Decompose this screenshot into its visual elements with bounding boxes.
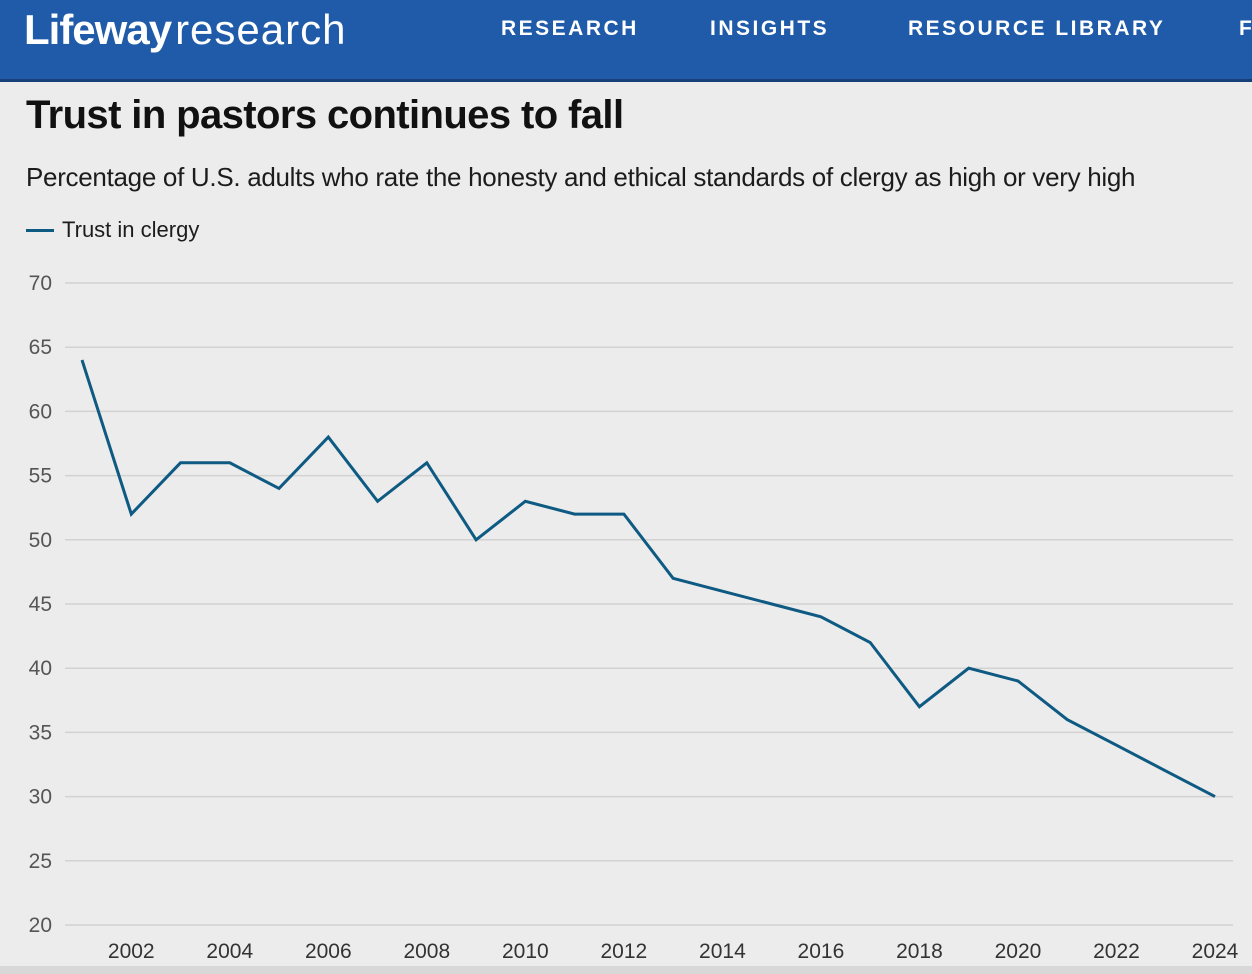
x-tick-label-2018: 2018	[896, 940, 943, 963]
y-tick-label-25: 25	[29, 850, 52, 873]
y-tick-label-50: 50	[29, 529, 52, 552]
nav-item-truncated[interactable]: F	[1239, 17, 1252, 40]
y-tick-label-20: 20	[29, 914, 52, 937]
y-tick-label-70: 70	[29, 272, 52, 295]
y-tick-label-60: 60	[29, 400, 52, 423]
chart-title: Trust in pastors continues to fall	[26, 93, 624, 137]
nav-insights[interactable]: INSIGHTS	[710, 17, 830, 40]
logo-sub: research	[175, 6, 347, 53]
y-tick-label-40: 40	[29, 657, 52, 680]
nav-research[interactable]: RESEARCH	[501, 17, 639, 40]
y-tick-label-35: 35	[29, 721, 52, 744]
site-header: Lifewayresearch RESEARCH INSIGHTS RESOUR…	[0, 0, 1252, 82]
series-line-0	[80, 359, 1216, 798]
nav-resource-library[interactable]: RESOURCE LIBRARY	[908, 17, 1166, 40]
x-tick-label-2010: 2010	[502, 940, 549, 963]
x-tick-label-2006: 2006	[305, 940, 352, 963]
x-tick-label-2004: 2004	[206, 940, 253, 963]
x-tick-label-2012: 2012	[601, 940, 648, 963]
legend-label: Trust in clergy	[62, 217, 200, 242]
site-logo[interactable]: Lifewayresearch	[24, 6, 346, 54]
x-tick-label-2002: 2002	[108, 940, 155, 963]
y-tick-label-55: 55	[29, 465, 52, 488]
x-tick-label-2020: 2020	[995, 940, 1042, 963]
chart-legend: Trust in clergy	[26, 215, 199, 245]
chart-subtitle: Percentage of U.S. adults who rate the h…	[26, 162, 1136, 192]
horizontal-scrollbar[interactable]	[0, 966, 1252, 974]
logo-brand: Lifeway	[24, 6, 172, 53]
legend-swatch	[26, 228, 54, 232]
y-tick-label-65: 65	[29, 336, 52, 359]
x-tick-label-2014: 2014	[699, 940, 746, 963]
x-tick-label-2022: 2022	[1093, 940, 1140, 963]
x-tick-label-2024: 2024	[1192, 940, 1239, 963]
x-tick-label-2016: 2016	[798, 940, 845, 963]
y-tick-label-30: 30	[29, 786, 52, 809]
x-tick-label-2008: 2008	[403, 940, 450, 963]
y-tick-label-45: 45	[29, 593, 52, 616]
